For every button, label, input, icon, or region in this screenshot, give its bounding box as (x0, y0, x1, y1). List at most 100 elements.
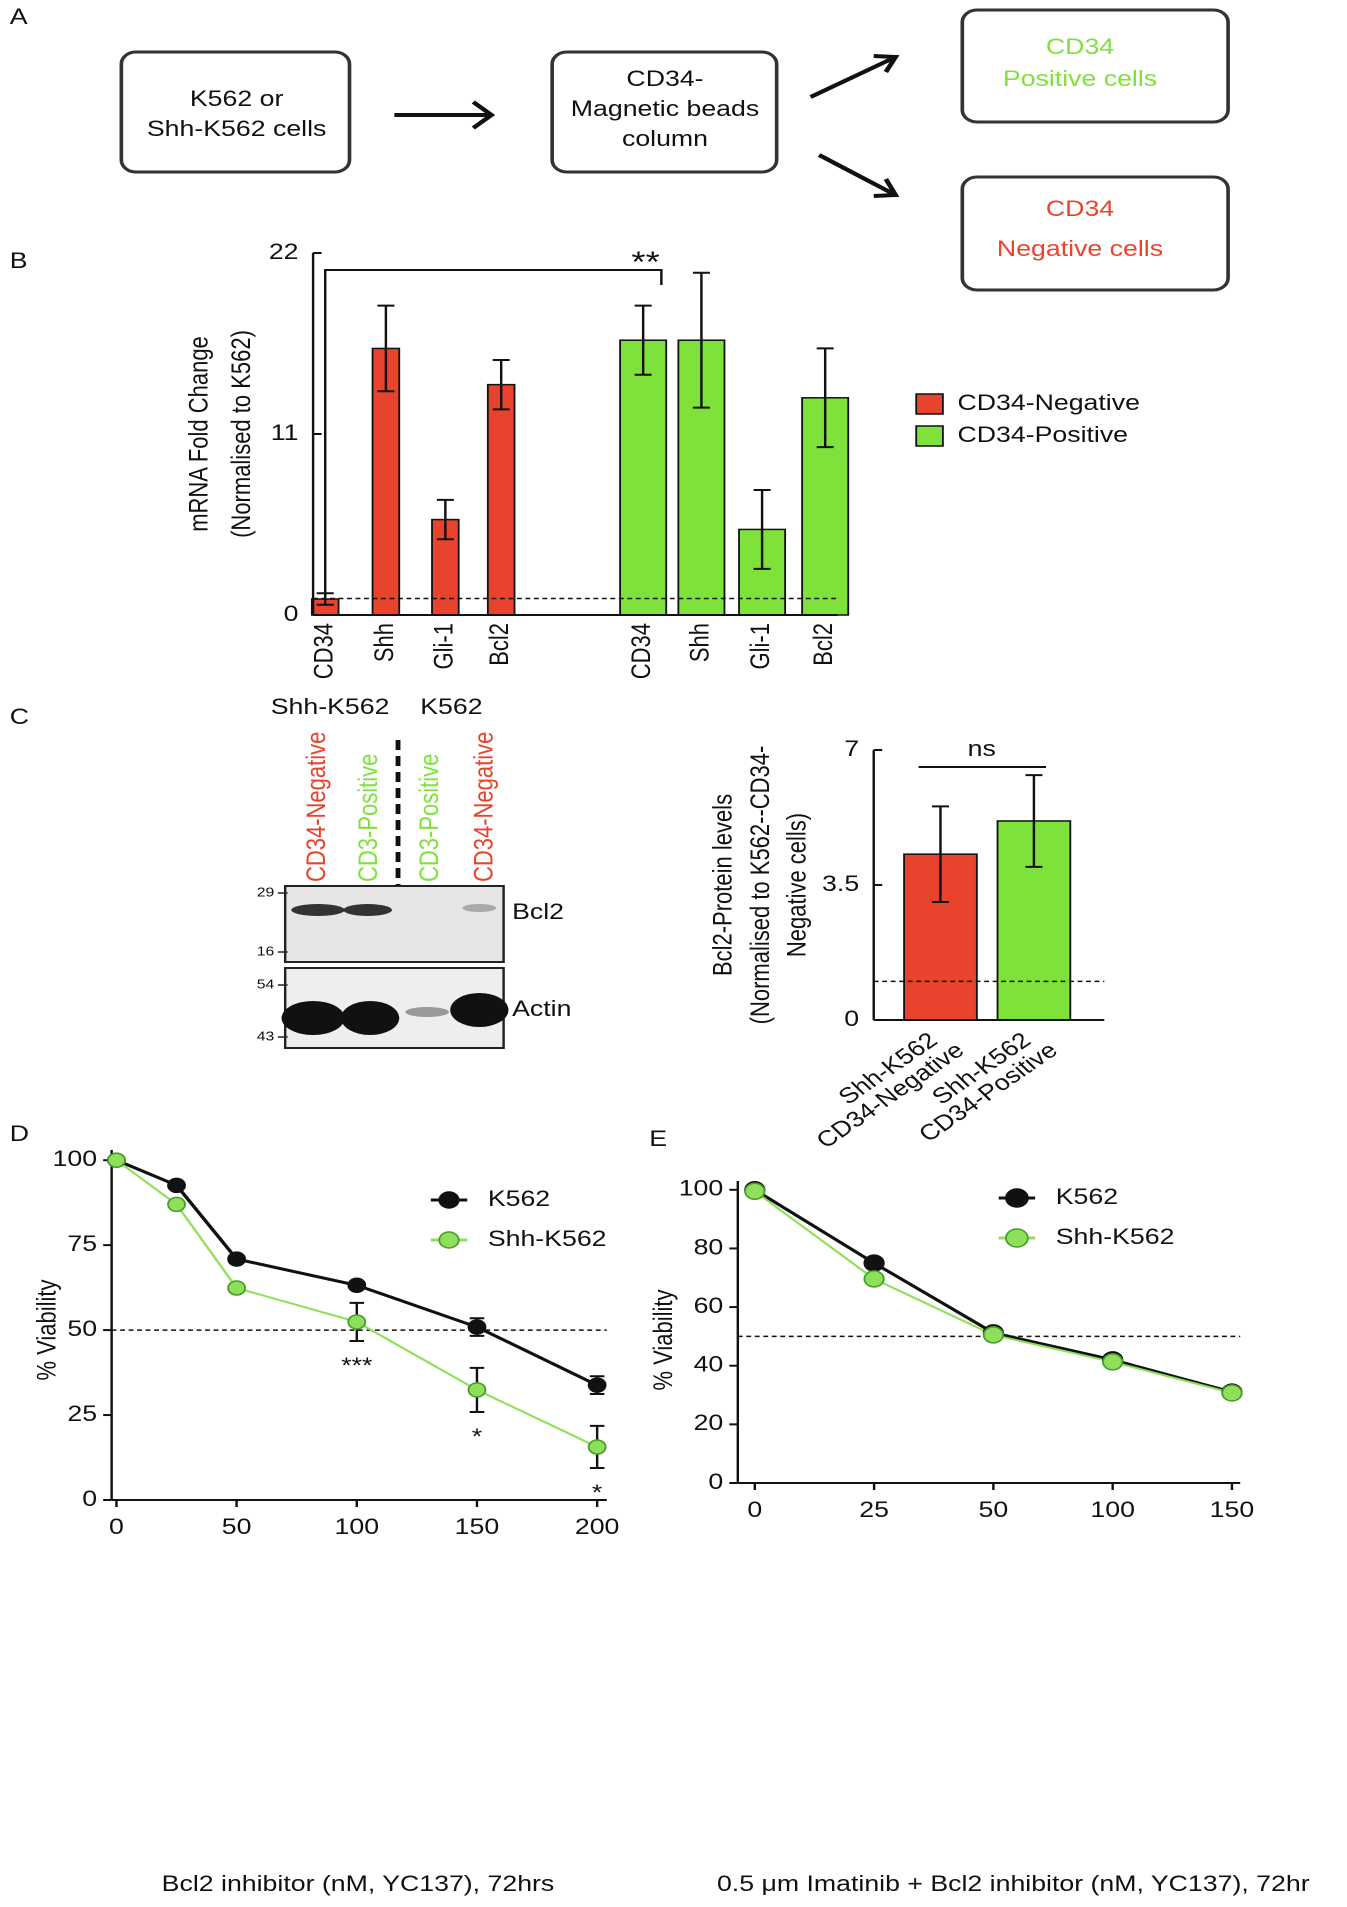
x-tick-label: Bcl2 (809, 623, 838, 666)
series-line (115, 1158, 599, 1387)
series-line (115, 1159, 598, 1448)
data-point (863, 1270, 885, 1288)
data-point (982, 1326, 1005, 1344)
legend-label: CD34-Negative (957, 391, 1139, 415)
x-tick-label: Shh (370, 623, 399, 662)
data-point (167, 1177, 186, 1194)
x-tick-label: Shh (686, 623, 715, 662)
y-axis-label: (Normalised to K562) (227, 330, 256, 538)
significance-bracket (324, 269, 663, 595)
error-bar (1025, 774, 1043, 868)
panel-label: B (10, 249, 28, 273)
band-name: Bcl2 (512, 900, 564, 924)
y-axis-label: mRNA Fold Change (184, 336, 213, 532)
y-tick-label: 40 (694, 1353, 724, 1377)
data-point (347, 1314, 367, 1330)
x-tick-label: 100 (1090, 1498, 1135, 1522)
y-axis-label: Bcl2-Protein levels (709, 794, 738, 976)
error-bar (377, 304, 395, 393)
lane-label: CD3-Positive (415, 754, 444, 882)
x-axis-label: 0.5 μm Imatinib + Bcl2 inhibitor (nM, YC… (717, 1872, 1310, 1896)
y-tick-label: 60 (694, 1294, 724, 1318)
legend-label: K562 (488, 1187, 550, 1211)
node-label: CD34 (1046, 35, 1114, 59)
x-tick-label: 50 (222, 1515, 252, 1539)
mw-marker: 54 (257, 978, 275, 992)
node-label: CD34- (626, 67, 703, 91)
x-tick-label: 150 (455, 1515, 500, 1539)
data-point (467, 1382, 487, 1398)
x-tick-label: CD34 (627, 623, 656, 679)
data-point (863, 1254, 885, 1272)
y-tick-label: 0 (284, 602, 299, 626)
error-bar (931, 805, 949, 903)
band (281, 1001, 345, 1035)
data-point (587, 1439, 607, 1455)
significance-label: ** (631, 246, 659, 279)
error-bar (753, 488, 771, 570)
y-tick-label: 25 (67, 1402, 97, 1426)
y-tick-label: 0 (82, 1487, 97, 1511)
significance-label: * (592, 1481, 603, 1505)
legend-marker (1005, 1228, 1029, 1248)
y-axis-label: % Viability (649, 1289, 678, 1391)
error-bar (692, 271, 710, 409)
node-label: CD34 (1046, 197, 1114, 221)
node-box (960, 175, 1230, 292)
x-tick-label: 200 (575, 1515, 620, 1539)
mw-marker: 29 (257, 886, 275, 900)
error-bar (816, 347, 834, 449)
x-tick-label: CD34 (309, 623, 338, 679)
blot-group: Shh-K562 (271, 695, 390, 719)
lane-label: CD3-Positive (354, 754, 383, 882)
band (405, 1007, 449, 1017)
significance-label: *** (341, 1354, 373, 1378)
y-tick-label: 80 (694, 1235, 724, 1259)
node-label: Magnetic beads (571, 97, 759, 121)
legend-label: K562 (1056, 1185, 1118, 1209)
x-tick-label: 0 (109, 1515, 124, 1539)
y-tick-label: 50 (67, 1317, 97, 1341)
data-point (744, 1182, 766, 1201)
y-tick-label: 3.5 (822, 872, 859, 896)
bar (801, 397, 850, 616)
x-tick-label: 50 (979, 1498, 1009, 1522)
x-tick-label: 25 (859, 1498, 889, 1522)
significance-label: ns (968, 737, 996, 761)
band (291, 904, 345, 916)
node-label: column (622, 127, 708, 151)
x-tick-label: Gli-1 (746, 623, 775, 669)
significance-label: * (472, 1425, 483, 1449)
data-point (167, 1196, 186, 1213)
node-box (550, 50, 779, 174)
panel-label: E (649, 1127, 667, 1151)
y-axis-label: (Normalised to K562--CD34- (746, 746, 775, 1025)
blot-group: K562 (420, 695, 482, 719)
lane-label: CD34-Negative (470, 732, 499, 882)
data-point (107, 1152, 126, 1168)
arrow (817, 153, 900, 198)
lane-label: CD34-Negative (302, 732, 331, 882)
legend-marker (438, 1231, 460, 1249)
legend-swatch (915, 393, 944, 415)
y-axis-label: % Viability (33, 1279, 62, 1381)
legend-label: Shh-K562 (1056, 1225, 1175, 1249)
node-box (119, 50, 352, 174)
bar (486, 383, 516, 616)
legend-marker (1005, 1188, 1029, 1208)
x-axis-label: Bcl2 inhibitor (nM, YC137), 72hrs (162, 1872, 555, 1896)
node-label: K562 or (190, 87, 283, 111)
y-tick-label: 100 (679, 1177, 724, 1201)
y-tick-label: 11 (271, 421, 299, 445)
y-tick-label: 22 (269, 240, 299, 264)
panel-label: A (10, 5, 29, 29)
y-axis-label: Negative cells) (783, 813, 812, 957)
error-bar (436, 498, 454, 541)
y-tick-label: 0 (708, 1470, 723, 1494)
error-bar (634, 304, 652, 376)
legend-label: CD34-Positive (957, 423, 1128, 447)
data-point (587, 1377, 607, 1393)
mw-marker: 43 (257, 1030, 275, 1044)
x-tick-label: 100 (335, 1515, 380, 1539)
